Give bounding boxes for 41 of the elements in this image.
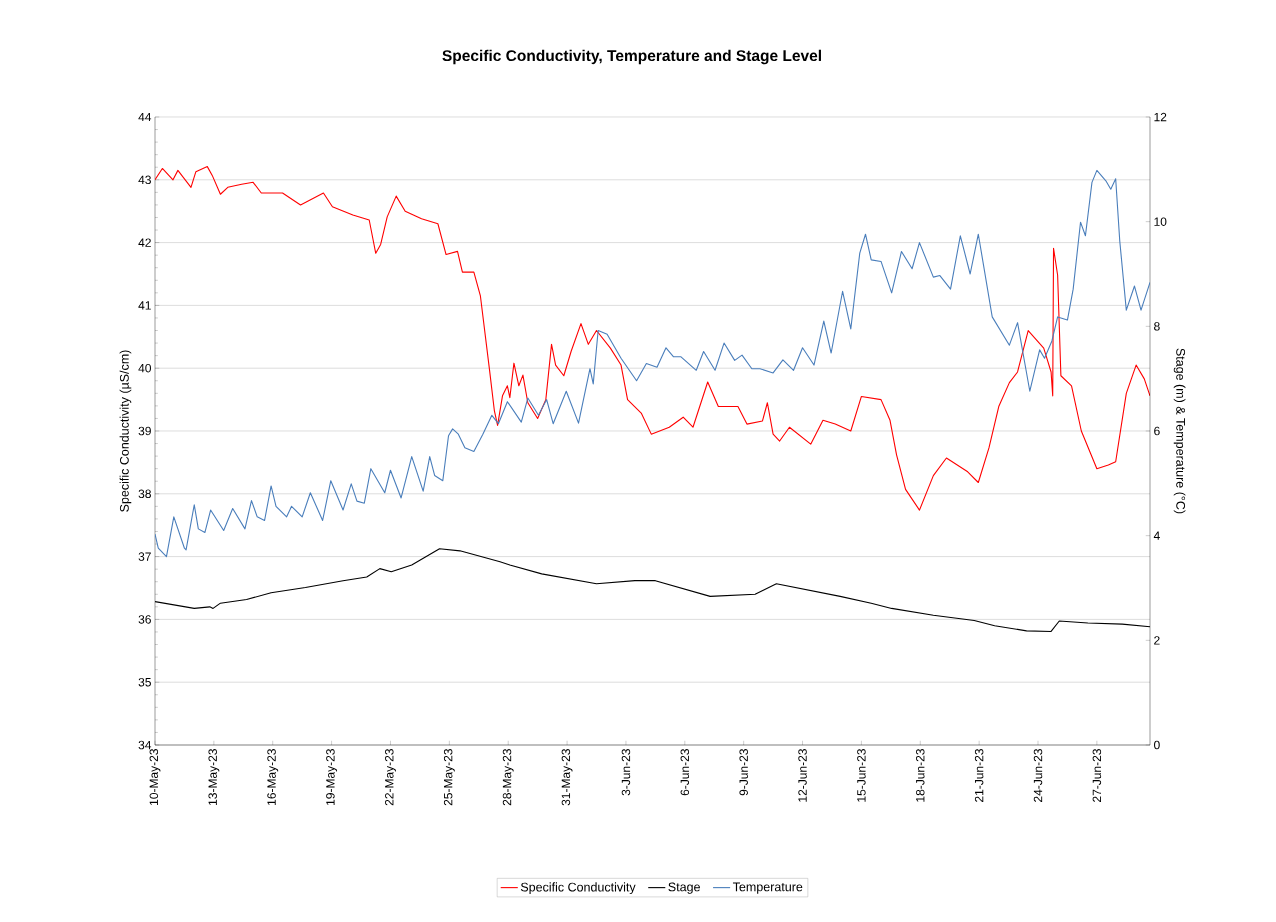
y-tick-label: 42 xyxy=(138,238,151,247)
y-tick-label: 40 xyxy=(138,363,152,373)
y2-tick-label: 8 xyxy=(1154,322,1160,331)
x-tick-label: 10-May-23 xyxy=(149,749,161,805)
y2-tick-label: 4 xyxy=(1153,531,1160,540)
x-tick-label: 15-Jun-23 xyxy=(857,749,866,802)
x-tick-label: 3-Jun-23 xyxy=(621,749,631,796)
y-tick-label: 37 xyxy=(138,552,151,561)
y-axis-title: Specific Conductivity (µS/cm) xyxy=(119,350,132,512)
x-tick-label: 24-Jun-23 xyxy=(1033,749,1043,802)
y-tick-label: 39 xyxy=(138,426,151,436)
y-tick-label: 35 xyxy=(138,677,151,687)
x-tick-label: 27-Jun-23 xyxy=(1092,749,1102,802)
y2-axis-title: Stage (m) & Temperature (°C) xyxy=(1173,348,1186,514)
x-tick-label: 16-May-23 xyxy=(267,749,279,805)
x-tick-label: 22-May-23 xyxy=(385,749,396,806)
x-tick-label: 21-Jun-23 xyxy=(974,749,984,802)
x-tick-label: 31-May-23 xyxy=(561,749,573,806)
y-tick-label: 36 xyxy=(138,615,151,624)
x-tick-label: 25-May-23 xyxy=(443,749,455,806)
y-tick-label: 38 xyxy=(138,489,151,499)
y-tick-label: 44 xyxy=(138,112,152,122)
y-tick-label: 41 xyxy=(138,301,151,310)
legend-label: Temperature xyxy=(732,882,803,894)
x-tick-label: 13-May-23 xyxy=(208,749,220,805)
x-tick-label: 9-Jun-23 xyxy=(739,749,748,796)
y2-tick-label: 2 xyxy=(1154,636,1160,645)
chart-title: Specific Conductivity, Temperature and Stage Level xyxy=(442,49,821,65)
y2-tick-label: 10 xyxy=(1154,217,1167,226)
legend-label: Stage xyxy=(668,882,700,894)
y2-tick-label: 6 xyxy=(1154,426,1160,436)
legend-label: Specific Conductivity xyxy=(520,882,636,894)
x-tick-label: 18-Jun-23 xyxy=(916,749,925,802)
y-tick-label: 34 xyxy=(138,740,152,750)
y2-tick-label: 12 xyxy=(1154,112,1167,122)
x-tick-label: 28-May-23 xyxy=(502,749,514,806)
x-tick-label: 6-Jun-23 xyxy=(680,749,690,796)
y-tick-label: 43 xyxy=(138,175,151,185)
x-tick-label: 19-May-23 xyxy=(326,749,338,805)
x-tick-label: 12-Jun-23 xyxy=(798,749,807,802)
y2-tick-label: 0 xyxy=(1154,740,1160,750)
